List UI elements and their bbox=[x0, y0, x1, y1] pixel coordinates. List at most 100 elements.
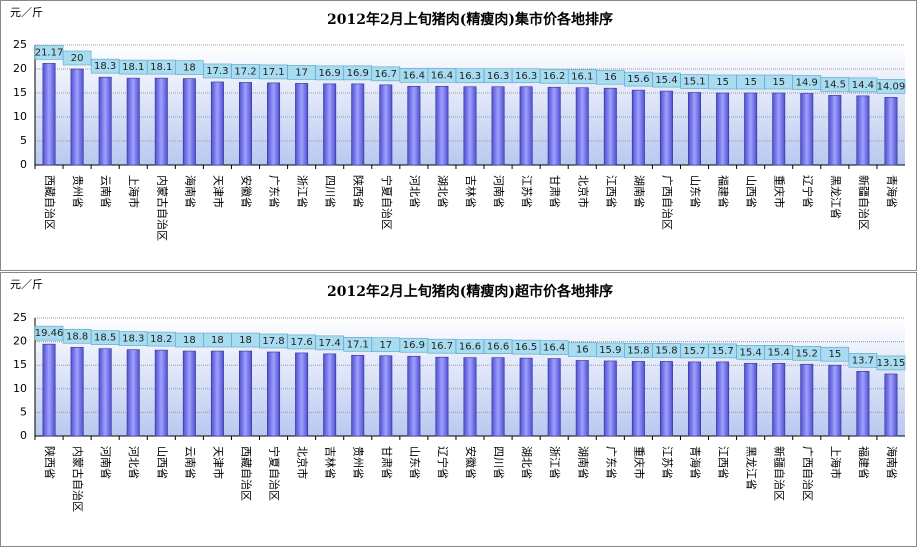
x-tick-label: 海南省 bbox=[885, 446, 899, 479]
value-label: 14.4 bbox=[852, 80, 874, 91]
value-label: 15.1 bbox=[683, 77, 705, 88]
value-label: 18 bbox=[211, 335, 224, 346]
bar bbox=[603, 360, 617, 437]
y-tick-label: 15 bbox=[13, 86, 27, 99]
value-label: 20 bbox=[71, 53, 84, 64]
value-label: 15 bbox=[716, 77, 729, 88]
y-tick-label: 20 bbox=[13, 335, 27, 348]
x-tick-label: 广东省 bbox=[604, 446, 617, 479]
y-tick-label: 15 bbox=[13, 358, 27, 371]
x-tick-label: 云南省 bbox=[99, 175, 112, 208]
x-tick-label: 北京市 bbox=[296, 446, 310, 479]
x-tick-label: 湖南省 bbox=[632, 175, 645, 208]
value-label: 18.3 bbox=[122, 334, 144, 345]
value-label: 16.3 bbox=[515, 71, 537, 82]
chart-title: 2012年2月上旬猪肉(精瘦肉)集市价各地排序 bbox=[327, 11, 613, 28]
bar bbox=[126, 77, 140, 166]
bar bbox=[884, 373, 898, 437]
bar bbox=[379, 84, 393, 166]
bar bbox=[42, 63, 56, 166]
x-tick-label: 甘肃省 bbox=[548, 175, 561, 208]
value-label: 16.7 bbox=[375, 69, 397, 80]
x-tick-label: 河南省 bbox=[492, 175, 505, 208]
value-label: 15.6 bbox=[627, 74, 649, 85]
bar bbox=[800, 93, 814, 166]
x-tick-label: 河南省 bbox=[99, 446, 112, 479]
bar bbox=[98, 76, 112, 166]
bar bbox=[154, 77, 168, 166]
bar bbox=[210, 81, 224, 166]
x-tick-label: 内蒙古自治区 bbox=[155, 175, 169, 241]
bar bbox=[267, 82, 281, 166]
value-label: 15.2 bbox=[796, 348, 818, 359]
value-label: 15.4 bbox=[740, 347, 762, 358]
bar bbox=[182, 350, 196, 437]
x-tick-label: 江苏省 bbox=[660, 446, 673, 479]
bar bbox=[744, 363, 758, 437]
x-tick-label: 山西省 bbox=[745, 175, 758, 208]
bar bbox=[772, 363, 786, 437]
bar bbox=[239, 350, 252, 437]
x-tick-label: 上海市 bbox=[127, 175, 141, 208]
bar bbox=[688, 92, 701, 166]
value-label: 16.9 bbox=[319, 68, 341, 79]
y-tick-label: 10 bbox=[13, 382, 27, 395]
value-label: 17.1 bbox=[347, 339, 369, 350]
value-label: 21.17 bbox=[35, 47, 64, 58]
value-label: 16.6 bbox=[459, 342, 481, 353]
x-tick-label: 江西省 bbox=[717, 446, 730, 479]
value-label: 18.8 bbox=[66, 331, 88, 342]
bar bbox=[463, 86, 477, 166]
bar bbox=[210, 350, 224, 437]
bar bbox=[70, 346, 84, 437]
x-tick-label: 海南省 bbox=[183, 175, 197, 208]
panel-border bbox=[0, 0, 917, 271]
y-tick-label: 20 bbox=[13, 62, 27, 75]
x-tick-label: 新疆自治区 bbox=[857, 175, 871, 230]
x-tick-label: 山西省 bbox=[155, 446, 168, 479]
bar bbox=[547, 358, 561, 437]
bar bbox=[407, 85, 421, 166]
value-label: 18.5 bbox=[94, 333, 116, 344]
bar bbox=[631, 361, 645, 437]
x-tick-label: 安徽省 bbox=[239, 175, 253, 208]
x-tick-label: 青海省 bbox=[689, 446, 703, 479]
value-label: 15.8 bbox=[627, 345, 649, 356]
value-label: 18.1 bbox=[150, 62, 172, 73]
x-tick-label: 河北省 bbox=[408, 175, 421, 208]
bar bbox=[688, 361, 701, 437]
x-tick-label: 西藏自治区 bbox=[239, 446, 253, 501]
value-label: 18 bbox=[183, 63, 196, 74]
bar bbox=[491, 86, 505, 166]
x-tick-label: 福建省 bbox=[717, 175, 731, 208]
x-tick-label: 广西自治区 bbox=[660, 175, 674, 230]
bar bbox=[379, 355, 393, 437]
bar bbox=[323, 353, 337, 437]
x-tick-label: 广西自治区 bbox=[801, 446, 815, 501]
y-tick-label: 25 bbox=[13, 38, 27, 51]
value-label-box bbox=[62, 50, 92, 66]
value-label-box bbox=[876, 355, 906, 371]
bar bbox=[631, 89, 645, 166]
value-label: 14.5 bbox=[824, 79, 846, 90]
bar bbox=[351, 83, 365, 166]
chart-title: 2012年2月上旬猪肉(精瘦肉)超市价各地排序 bbox=[327, 283, 613, 300]
value-label: 18.3 bbox=[94, 61, 116, 72]
x-tick-label: 广东省 bbox=[268, 175, 281, 208]
value-label: 16.4 bbox=[431, 70, 453, 81]
bar bbox=[659, 361, 673, 437]
x-tick-label: 山东省 bbox=[408, 446, 421, 479]
value-label: 14.09 bbox=[877, 81, 906, 92]
bar bbox=[884, 97, 898, 166]
x-tick-label: 青海省 bbox=[885, 175, 899, 208]
value-label: 16.2 bbox=[543, 71, 565, 82]
bar bbox=[295, 352, 309, 437]
x-tick-label: 吉林省 bbox=[324, 446, 338, 479]
x-tick-label: 宁夏自治区 bbox=[268, 446, 282, 501]
value-label: 19.46 bbox=[35, 328, 64, 339]
y-tick-label: 10 bbox=[13, 110, 27, 123]
bar bbox=[856, 95, 870, 166]
x-tick-label: 陕西省 bbox=[43, 446, 57, 479]
bar bbox=[603, 87, 617, 166]
